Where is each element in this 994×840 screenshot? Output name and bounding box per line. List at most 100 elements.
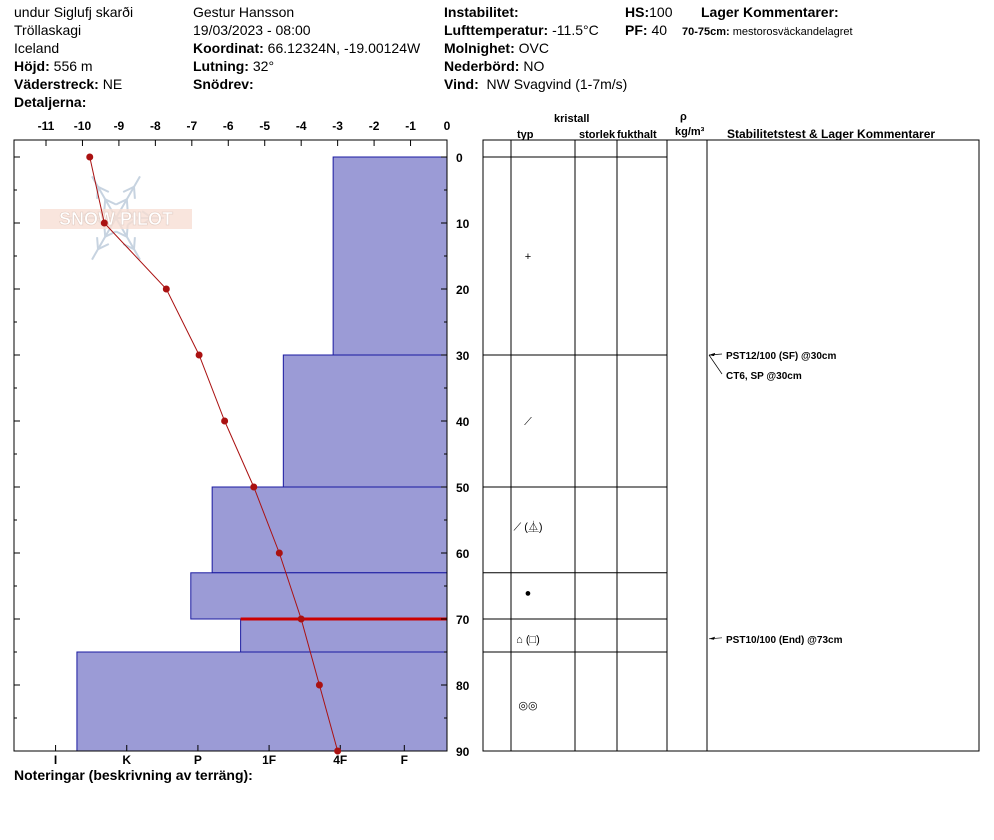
snowflake-branch — [96, 237, 99, 250]
snowflake-branch — [141, 210, 153, 219]
snowflake-branch — [127, 217, 139, 226]
temperature-point — [162, 285, 170, 293]
drift-row: Snödrev: — [193, 75, 254, 93]
grain-type-symbol: ⟋ (⏅) — [513, 520, 542, 534]
snowflake-branch — [115, 230, 128, 238]
depth-tick-label: 80 — [456, 679, 470, 693]
stability-test-leader — [708, 354, 723, 375]
instability-label: Instabilitet: — [444, 4, 519, 20]
temp-tick-label: -6 — [223, 119, 234, 133]
grain-type-symbol: ⟋ — [524, 416, 532, 428]
snowflake-branch — [133, 186, 136, 199]
cloud-label: Molnighet: — [444, 40, 515, 56]
hs-value: 100 — [649, 4, 673, 20]
snowflake-branch — [104, 230, 117, 238]
precip-label: Nederbörd: — [444, 58, 520, 74]
cloud-value: OVC — [518, 40, 549, 56]
temperature-line — [89, 156, 339, 752]
coordinate-label: Koordinat: — [193, 40, 264, 56]
instability-row: Instabilitet: — [444, 3, 519, 21]
snowflake-branch — [79, 210, 91, 219]
grain-type-symbol: ● — [525, 588, 532, 600]
grain-type-symbol: + — [525, 251, 531, 263]
notes-label: Noteringar (beskrivning av terräng): — [14, 767, 253, 783]
hs-label: HS: — [625, 4, 650, 20]
elevation-label: Höjd: — [14, 58, 50, 74]
hardness-bar — [282, 354, 448, 488]
snowflake-branch — [103, 224, 107, 237]
snowflake-branch — [115, 198, 128, 206]
slope-row: Lutning: 32° — [193, 57, 274, 75]
hs-row: HS:100 — [625, 3, 672, 21]
aspect-row: Väderstreck: NE — [14, 75, 122, 93]
temperature-point — [334, 747, 342, 755]
snowflake-branch — [103, 199, 107, 212]
depth-tick-label: 40 — [456, 415, 470, 429]
airtemp-row: Lufttemperatur: -11.5°C — [444, 21, 599, 39]
temperature-point — [315, 681, 323, 689]
depth-tick-label: 50 — [456, 481, 470, 495]
precip-row: Nederbörd: NO — [444, 57, 544, 75]
stability-test-arrow — [709, 636, 715, 640]
slope-value: 32° — [252, 58, 275, 74]
coordinate-value: 66.12324N, -19.00124W — [267, 40, 421, 56]
layer-comment-depth: 70-75cm: — [682, 26, 730, 38]
snowflake-branch — [125, 224, 129, 237]
snowflake-branch — [122, 185, 135, 193]
snowflake-branch — [97, 185, 110, 193]
temperature-point — [250, 483, 258, 491]
observer-name: Gestur Hansson — [193, 4, 295, 20]
hardness-tick-label: P — [194, 753, 202, 767]
region-name: Tröllaskagi — [14, 22, 82, 38]
pf-label: PF: — [625, 22, 648, 38]
depth-tick-label: 30 — [456, 349, 470, 363]
hardness-tick-label: 1F — [262, 753, 276, 767]
snowflake-branch — [97, 243, 110, 251]
snowflake-arm — [115, 217, 141, 261]
aspect-label: Väderstreck: — [14, 76, 99, 92]
temp-tick-label: -7 — [186, 119, 197, 133]
snowflake-branch — [127, 210, 139, 219]
snowflake-branch — [141, 217, 153, 226]
elevation-row: Höjd: 556 m — [14, 57, 93, 75]
temp-tick-label: -8 — [150, 119, 161, 133]
hardness-bar — [76, 651, 448, 752]
location-name: undur Siglufj skarði — [14, 4, 134, 20]
wind-label: Vind: — [444, 76, 479, 92]
layer-table-frame — [482, 139, 980, 752]
depth-tick-label: 20 — [456, 283, 470, 297]
snowflake-arm — [91, 217, 117, 261]
wind-row: Vind: NW Svagvind (1-7m/s) — [444, 75, 627, 93]
coordinate-row: Koordinat: 66.12324N, -19.00124W — [193, 39, 420, 57]
pf-value: 40 — [651, 22, 668, 38]
profile-frame — [13, 139, 448, 752]
stability-test-label: PST10/100 (End) @73cm — [726, 635, 843, 646]
logo-text: SNOW PILOT — [59, 209, 173, 229]
temperature-point — [100, 219, 108, 227]
grain-type-symbol: ⌂ (□) — [516, 634, 540, 646]
hardness-bar — [332, 156, 448, 356]
snowflake-branch — [125, 199, 129, 212]
col-size-header: storlek — [579, 129, 616, 141]
temp-tick-label: -2 — [369, 119, 380, 133]
temperature-point — [275, 549, 283, 557]
hardness-bar — [240, 618, 448, 653]
temp-tick-label: -9 — [114, 119, 125, 133]
details-label: Detaljerna: — [14, 94, 87, 110]
stability-test-label: PST12/100 (SF) @30cm — [726, 351, 836, 362]
temp-tick-label: -4 — [296, 119, 307, 133]
depth-tick-label: 10 — [456, 217, 470, 231]
slope-label: Lutning: — [193, 58, 249, 74]
snowflake-branch — [79, 217, 91, 226]
depth-tick-label: 90 — [456, 745, 470, 759]
snowpilot-logo: SNOW PILOT — [40, 175, 192, 261]
stability-test-arrow — [709, 353, 715, 356]
col-stability-header: Stabilitetstest & Lager Kommentarer — [727, 127, 936, 141]
col-type-header: typ — [517, 129, 534, 141]
airtemp-value: -11.5°C — [552, 22, 599, 38]
hardness-tick-label: K — [122, 753, 131, 767]
observation-datetime: 19/03/2023 - 08:00 — [193, 22, 311, 38]
temp-tick-label: -10 — [74, 119, 92, 133]
grain-type-symbol: ◎◎ — [518, 700, 537, 712]
